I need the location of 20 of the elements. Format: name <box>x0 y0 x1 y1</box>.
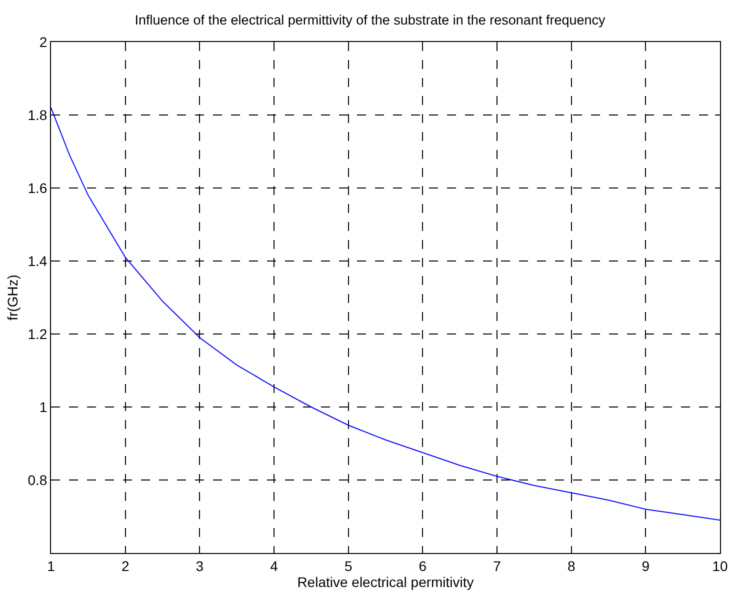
line-series <box>51 107 720 521</box>
y-axis-title: fr(GHz) <box>4 274 20 320</box>
x-tick-label: 6 <box>418 558 427 574</box>
y-tick-label: 1.8 <box>28 106 48 123</box>
x-tick-label: 7 <box>493 558 502 574</box>
x-tick-label: 5 <box>344 558 352 574</box>
x-tick-label: 8 <box>567 558 576 574</box>
y-tick-label: 1.4 <box>28 252 48 269</box>
y-tick-label: 0.8 <box>28 472 48 488</box>
y-tick-label: 1.2 <box>28 326 48 342</box>
y-tick-label: 1 <box>39 398 48 415</box>
y-tick-label: 2 <box>39 34 48 50</box>
x-axis-title: Relative electrical permitivity <box>297 574 474 590</box>
x-tick-label: 2 <box>121 558 130 574</box>
y-tick-label: 1.6 <box>28 180 48 196</box>
x-tick-label: 4 <box>270 558 278 574</box>
chart-title: Influence of the electrical permittivity of the substrate in the resonant frequency <box>134 12 606 28</box>
x-tick-label: 9 <box>642 558 650 574</box>
x-tick-label: 3 <box>196 558 204 574</box>
x-tick-label: 10 <box>712 558 728 574</box>
